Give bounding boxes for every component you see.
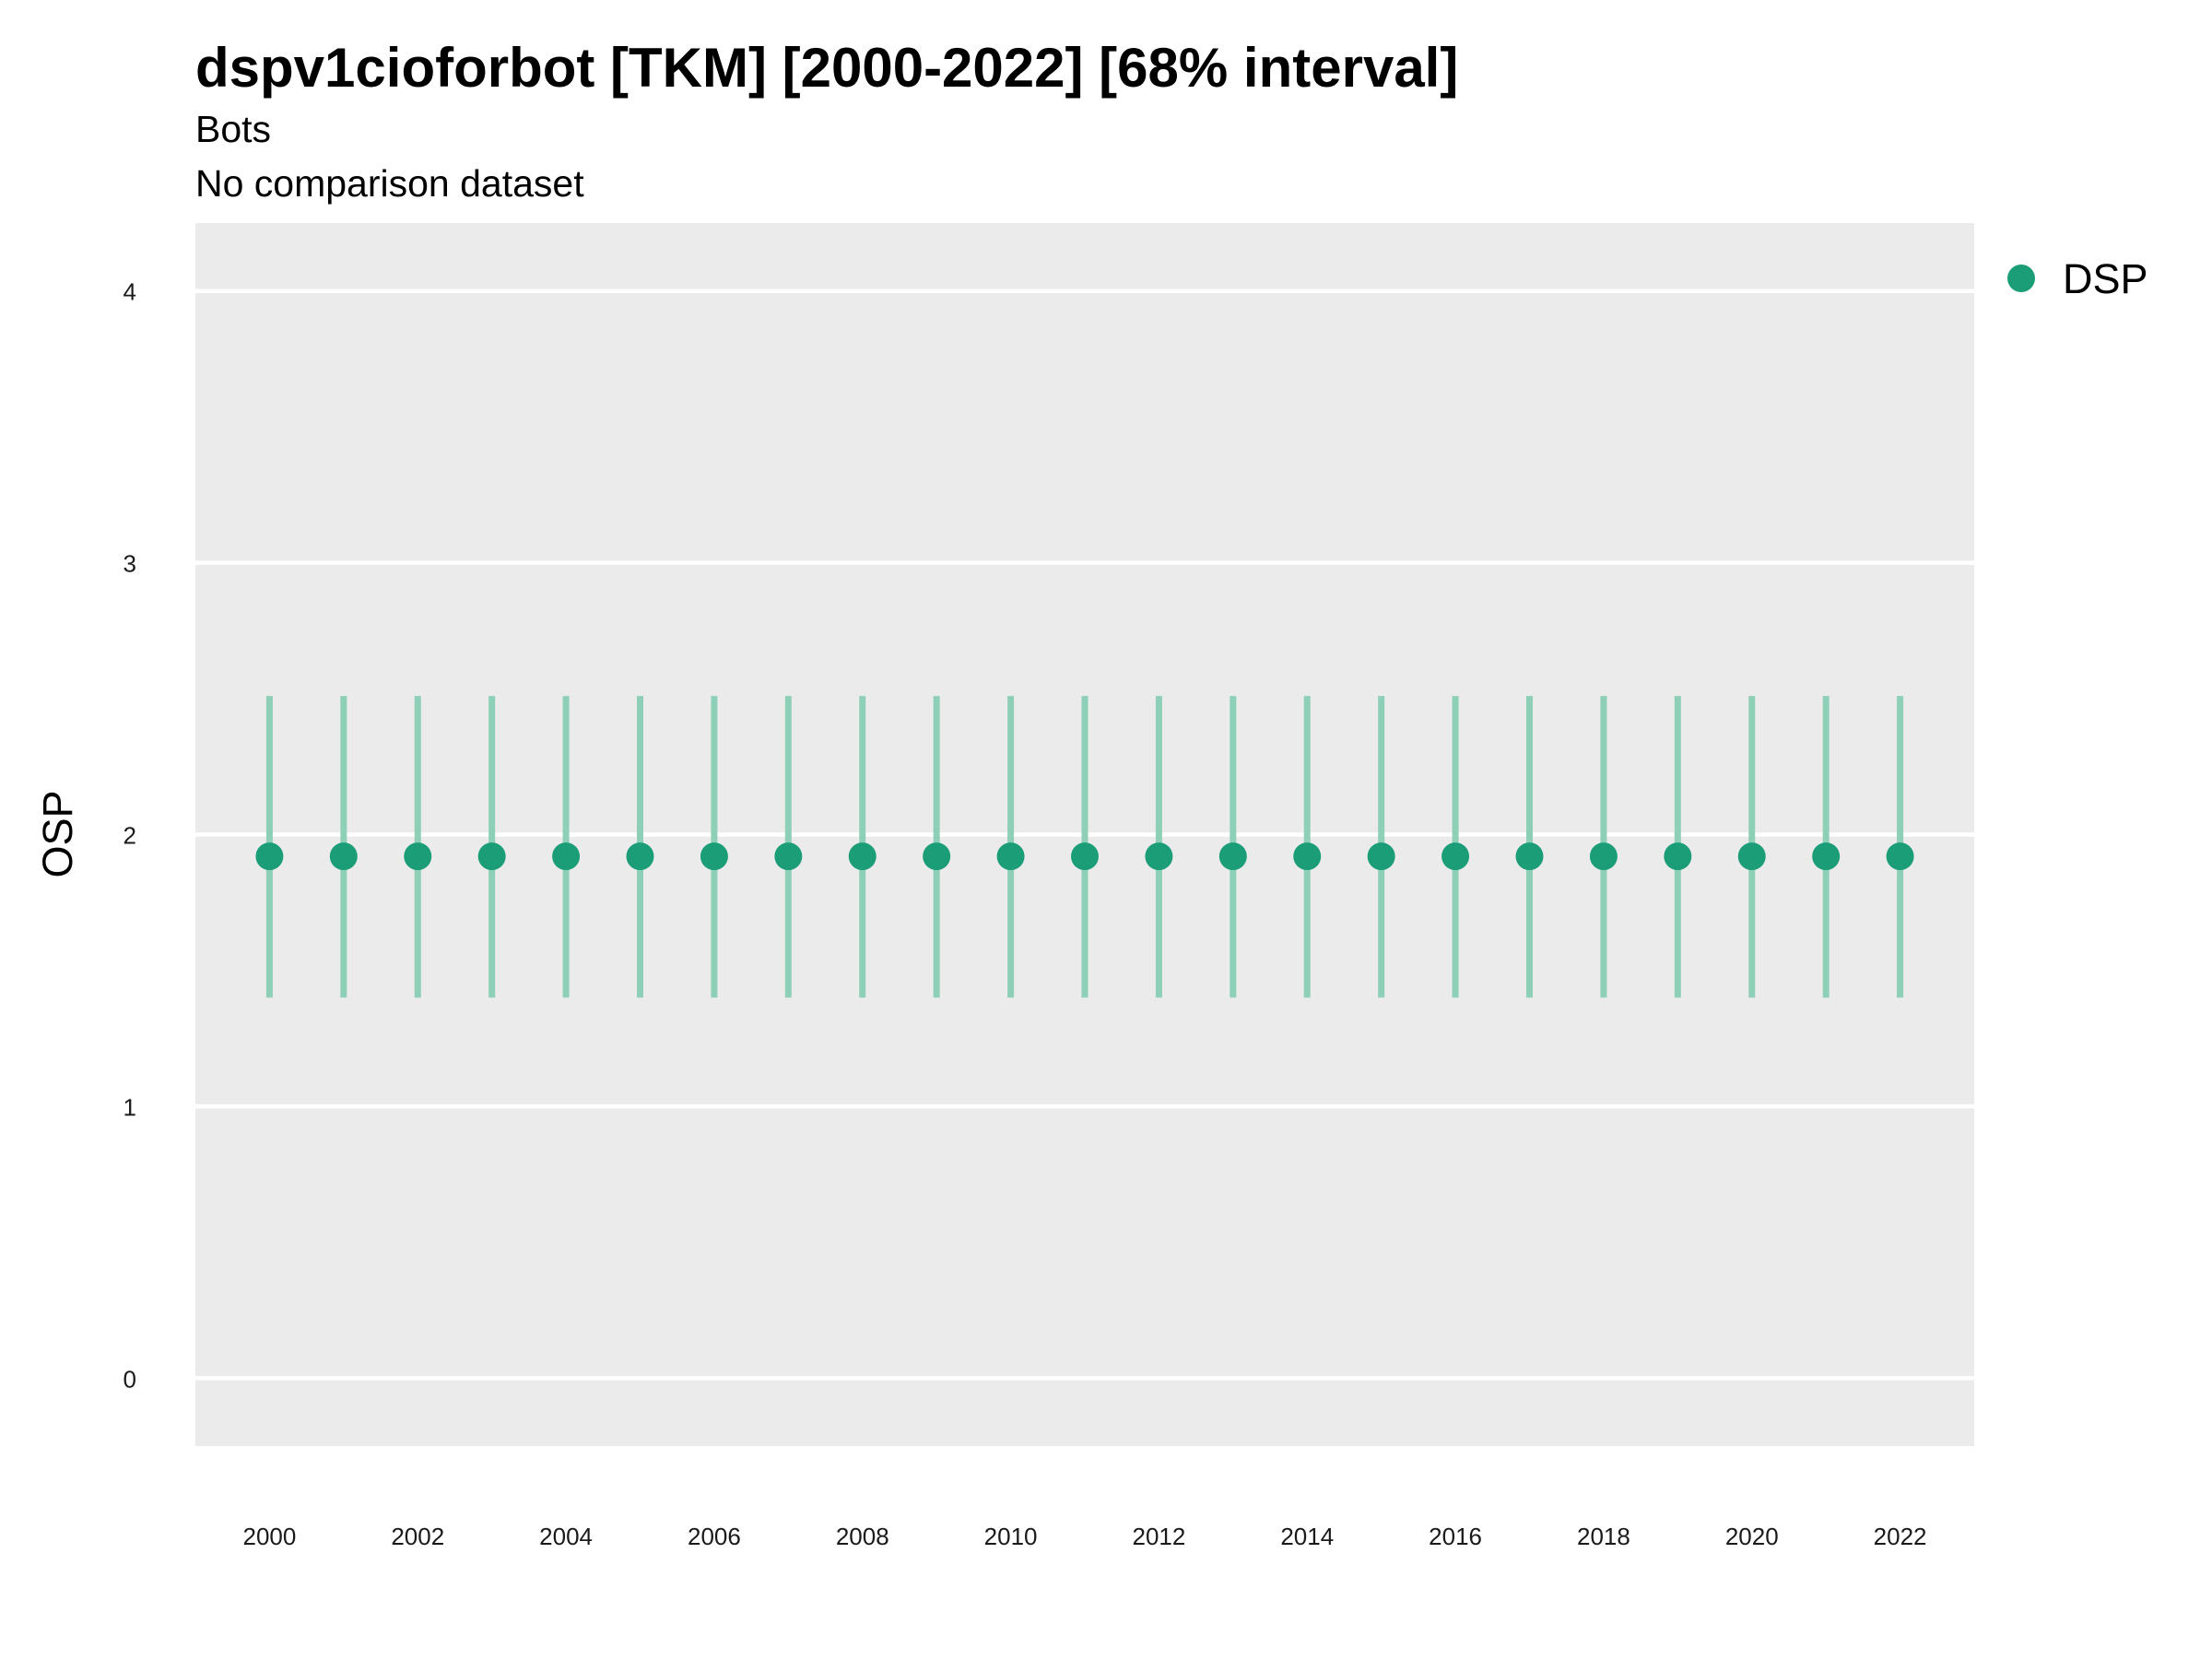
- y-tick-label: 0: [124, 1365, 136, 1393]
- x-tick-label: 2006: [688, 1523, 741, 1550]
- data-point: [1293, 842, 1322, 871]
- legend-marker-dsp: [2007, 265, 2035, 292]
- data-points: [255, 842, 1914, 871]
- x-tick-label: 2004: [539, 1523, 593, 1550]
- data-point: [1071, 842, 1099, 871]
- data-point: [996, 842, 1025, 871]
- data-point: [1367, 842, 1395, 871]
- x-tick-label: 2012: [1132, 1523, 1185, 1550]
- y-tick-label: 3: [124, 550, 136, 578]
- data-point: [1218, 842, 1247, 871]
- data-point: [848, 842, 877, 871]
- x-tick-label: 2016: [1429, 1523, 1482, 1550]
- data-point: [1664, 842, 1692, 871]
- data-point: [477, 842, 506, 871]
- y-tick-label: 4: [124, 278, 136, 306]
- data-point: [1737, 842, 1766, 871]
- x-tick-label: 2018: [1577, 1523, 1630, 1550]
- data-point: [404, 842, 432, 871]
- data-point: [255, 842, 284, 871]
- data-point: [626, 842, 654, 871]
- x-tick-label: 2022: [1874, 1523, 1927, 1550]
- chart-caption-line: No comparison dataset: [195, 162, 584, 205]
- data-point: [1589, 842, 1618, 871]
- legend: DSP: [2007, 255, 2148, 302]
- x-tick-label: 2014: [1280, 1523, 1334, 1550]
- chart-subtitle: Bots: [195, 108, 271, 150]
- x-axis-ticks: 2000 2002 2004 2006 2008 2010 2012 2014 2016 2018…: [242, 1523, 1926, 1550]
- chart-title: dspv1cioforbot [TKM] [2000-2022] [68% in…: [195, 37, 1458, 99]
- data-point: [552, 842, 581, 871]
- data-point: [774, 842, 803, 871]
- data-point: [1812, 842, 1841, 871]
- data-point: [1515, 842, 1544, 871]
- data-point: [1441, 842, 1470, 871]
- data-point: [329, 842, 358, 871]
- x-tick-label: 2020: [1725, 1523, 1779, 1550]
- data-point: [1145, 842, 1173, 871]
- legend-label-dsp: DSP: [2063, 255, 2148, 302]
- data-point: [1886, 842, 1914, 871]
- x-tick-label: 2010: [984, 1523, 1038, 1550]
- data-point: [700, 842, 728, 871]
- y-tick-label: 2: [124, 822, 136, 850]
- data-point: [923, 842, 951, 871]
- x-tick-label: 2008: [836, 1523, 889, 1550]
- x-tick-label: 2000: [242, 1523, 296, 1550]
- x-tick-label: 2002: [391, 1523, 444, 1550]
- y-axis-ticks: 0 1 2 3 4: [124, 278, 136, 1394]
- y-axis-title: OSP: [34, 790, 81, 877]
- y-tick-label: 1: [124, 1093, 136, 1121]
